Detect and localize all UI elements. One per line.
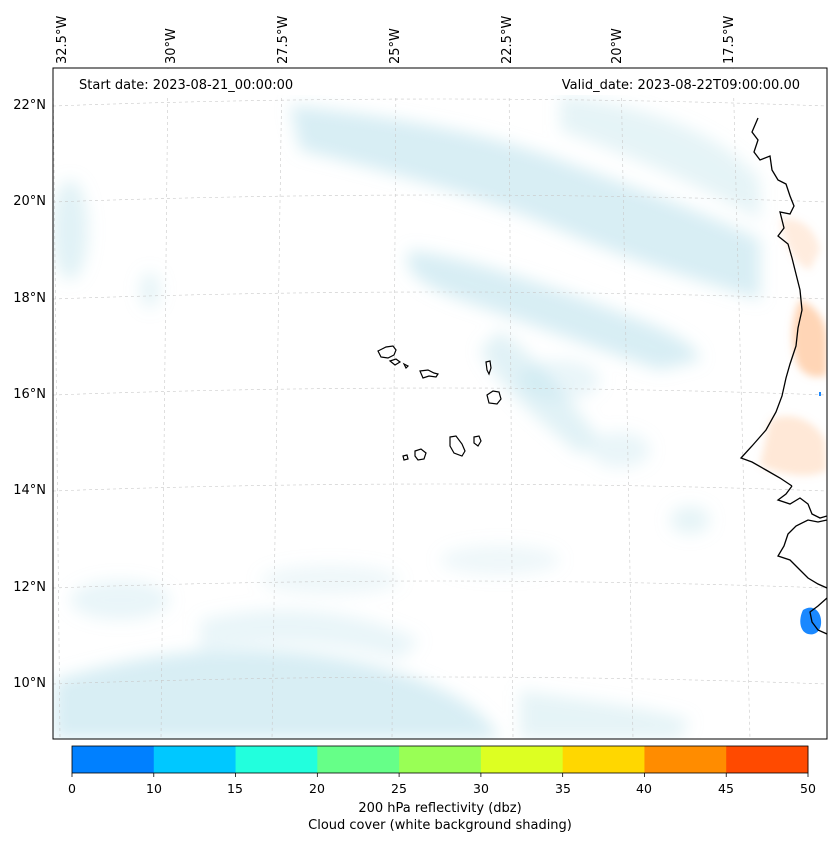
parallel-22n: [53, 98, 827, 107]
cloud-patch-low-west: [260, 565, 400, 595]
guinea-bissau-coast: [777, 519, 827, 589]
colorbar-tick-label: 10: [146, 781, 162, 796]
cloud-patch-west: [53, 180, 88, 280]
colorbar-tick-label: 30: [473, 781, 489, 796]
start-date-text: Start date: 2023-08-21_00:00:00: [79, 78, 294, 93]
lon-label-17-5w: 17.5°W: [722, 15, 737, 64]
cloud-patch-low-mid: [440, 545, 560, 575]
colorbar-segment: [72, 746, 155, 773]
meridian-32-5w: [53, 68, 61, 739]
cloud-cover-layer: [53, 95, 760, 739]
colorbar-segment: [726, 746, 809, 773]
parallel-16n: [53, 387, 827, 396]
lon-label-30w: 30°W: [164, 28, 179, 64]
lat-label-12n: 12°N: [13, 580, 46, 595]
guinea-coast: [809, 597, 827, 635]
reflectivity-blue-dot: [819, 392, 821, 396]
island-maio: [473, 435, 482, 447]
colorbar-tick-label: 45: [718, 781, 734, 796]
island-santiago: [449, 435, 466, 457]
colorbar-title: 200 hPa reflectivity (dbz): [358, 801, 522, 816]
meridian-27-5w: [271, 68, 283, 739]
lat-label-10n: 10°N: [13, 676, 46, 691]
island-boa-vista: [486, 390, 502, 405]
colorbar-tick-label: 15: [227, 781, 243, 796]
colorbar-tick-label: 25: [391, 781, 407, 796]
parallel-18n: [53, 291, 827, 300]
lon-label-32-5w: 32.5°W: [55, 15, 70, 64]
cloud-patch-small-west: [140, 272, 160, 308]
colorbar-segment: [317, 746, 400, 773]
colorbar-tick-label: 35: [555, 781, 571, 796]
colorbar-subtitle: Cloud cover (white background shading): [308, 818, 572, 833]
colorbar-tick-label: 40: [636, 781, 652, 796]
lon-label-20w: 20°W: [610, 28, 625, 64]
lat-label-14n: 14°N: [13, 483, 46, 498]
lon-label-25w: 25°W: [388, 28, 403, 64]
island-sao-vicente: [388, 358, 402, 366]
island-sal: [485, 360, 492, 376]
meridian-22-5w: [508, 68, 514, 739]
map-frame: [52, 67, 828, 740]
lat-label-16n: 16°N: [13, 387, 46, 402]
colorbar-segment: [562, 746, 645, 773]
island-santa-luzia: [402, 362, 410, 370]
cloud-patch-low-east: [670, 506, 710, 534]
reflectivity-patch-mid: [760, 416, 827, 476]
africa-coastline: [739, 117, 827, 635]
cloud-band-north: [290, 105, 760, 300]
parallel-12n: [53, 580, 827, 589]
colorbar-tick-label: 50: [800, 781, 816, 796]
parallel-20n: [53, 194, 827, 203]
cloud-patch-southeast-far: [520, 690, 690, 739]
colorbar-segment: [480, 746, 564, 773]
cloud-band-central: [407, 250, 700, 370]
colorbar-frame: [71, 745, 809, 774]
date-header-band: [54, 69, 826, 95]
cloud-upper-east: [560, 95, 760, 220]
island-santo-antao: [377, 345, 397, 359]
meridian-20w: [620, 68, 634, 739]
valid-date-text: Valid_date: 2023-08-22T09:00:00.00: [561, 78, 800, 93]
colorbar-segment: [399, 746, 482, 773]
parallel-14n: [53, 483, 827, 492]
colorbar-tick-label: 20: [309, 781, 325, 796]
lat-label-22n: 22°N: [13, 98, 46, 113]
lat-label-20n: 20°N: [13, 194, 46, 209]
colorbar: [71, 745, 809, 777]
island-sao-nicolau: [419, 369, 439, 379]
parallel-10n: [53, 676, 827, 685]
colorbar-segment: [235, 746, 318, 773]
cape-verde-islands: [377, 345, 502, 461]
reflectivity-east-layer: [760, 218, 827, 476]
cloud-band-south: [53, 649, 500, 739]
cloud-patch-southwest: [70, 580, 170, 620]
colorbar-tick-label: 0: [68, 781, 76, 796]
colorbar-segment: [153, 746, 237, 773]
cloud-patch-east-mid: [520, 360, 600, 400]
island-brava: [402, 454, 409, 461]
lat-label-18n: 18°N: [13, 291, 46, 306]
reflectivity-patch-north-faint: [780, 218, 820, 270]
meridian-25w: [391, 68, 397, 739]
mauritania-coast: [739, 117, 803, 487]
meridian-30w: [160, 68, 169, 739]
lon-label-27-5w: 27.5°W: [276, 15, 291, 64]
meridian-17-5w: [732, 68, 751, 739]
cloud-patch-east: [590, 432, 650, 468]
lon-label-22-5w: 22.5°W: [500, 15, 515, 64]
colorbar-segment: [644, 746, 727, 773]
gambia-coast: [776, 485, 827, 519]
cloud-patch-south-east: [200, 609, 420, 660]
graticule: [53, 68, 827, 739]
reflectivity-patch-north: [792, 300, 827, 377]
island-fogo: [414, 448, 427, 461]
